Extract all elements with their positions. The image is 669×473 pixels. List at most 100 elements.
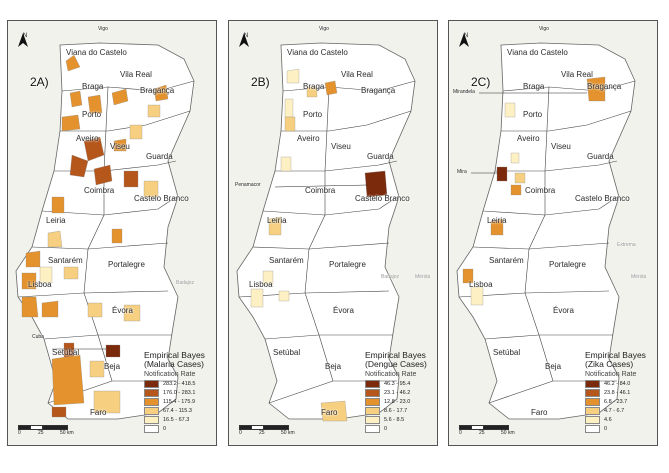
scale-tick: 25 — [479, 430, 485, 436]
legend-swatch — [365, 416, 380, 425]
basemap-label-vigo: Vigo — [539, 26, 549, 32]
map-canvas — [236, 42, 416, 422]
legend-row: 6.8 - 23.7 — [585, 398, 655, 407]
district-label-braga: Braga — [82, 82, 104, 91]
district-label-braganca: Bragança — [140, 86, 175, 95]
district-label-santarem: Santarém — [269, 256, 304, 265]
district-label-santarem: Santarém — [48, 256, 83, 265]
legend-swatch — [585, 425, 600, 434]
district-label-viseu: Viseu — [110, 142, 130, 151]
scale-tick: 25 — [259, 430, 265, 436]
district-label-vila-real: Vila Real — [120, 70, 152, 79]
legend: Empirical Bayes (Zika Cases) Notificatio… — [585, 351, 655, 434]
portugal-outline — [15, 42, 195, 420]
legend-title-line-1: Empirical Bayes — [365, 350, 426, 360]
scale-tick: 50 km — [281, 430, 295, 436]
district-label-viana: Viana do Castelo — [66, 48, 127, 57]
district-label-faro: Faro — [531, 408, 548, 417]
map-panel-2b: N 2B) Vigo Viana do Castelo Vila Real Br… — [228, 20, 438, 446]
choropleth-areas — [250, 68, 388, 422]
basemap-label-vigo: Vigo — [98, 26, 108, 32]
district-label-castelo-branco: Castelo Branco — [575, 194, 630, 203]
legend-row: 8.6 - 17.7 — [365, 407, 435, 416]
legend-swatch — [585, 380, 600, 389]
basemap-label-extrema: Extrema — [617, 242, 636, 248]
legend-title-line-1: Empirical Bayes — [144, 350, 205, 360]
panel-label: 2C) — [471, 75, 491, 89]
legend-row: 115.4 - 175.9 — [144, 398, 214, 407]
district-label-viseu: Viseu — [551, 142, 571, 151]
scale-tick: 25 — [38, 430, 44, 436]
legend-title-line-2: (Dengue Cases) — [365, 358, 427, 369]
scale-bar-segment — [263, 425, 289, 430]
scale-tick: 0 — [239, 430, 242, 436]
legend-swatch — [144, 407, 159, 416]
legend-swatch — [144, 389, 159, 398]
basemap-label-merida: Mérida — [631, 274, 647, 280]
legend-subtitle: Notification Rate — [144, 370, 196, 378]
basemap-label-vigo: Vigo — [319, 26, 329, 32]
scale-tick: 0 — [18, 430, 21, 436]
legend-subtitle: Notification Rate — [585, 370, 637, 378]
district-label-setubal: Setúbal — [493, 348, 521, 357]
portugal-outline — [236, 42, 416, 420]
district-label-aveiro: Aveiro — [76, 134, 99, 143]
callout-line — [274, 184, 368, 188]
map-canvas — [456, 42, 636, 420]
panel-label: 2A) — [30, 75, 49, 89]
north-arrow-icon — [459, 33, 469, 47]
legend-title-line-2: (Zika Cases) — [585, 358, 634, 369]
district-label-castelo-branco: Castelo Branco — [134, 194, 189, 203]
district-label-coimbra: Coimbra — [84, 186, 115, 195]
district-label-viana: Viana do Castelo — [287, 48, 348, 57]
choropleth-areas — [462, 76, 606, 306]
district-label-leiria: Leiria — [46, 216, 66, 225]
district-label-coimbra: Coimbra — [305, 186, 336, 195]
district-label-vila-real: Vila Real — [341, 70, 373, 79]
district-label-beja: Beja — [545, 362, 562, 371]
district-label-santarem: Santarém — [489, 256, 524, 265]
district-label-evora: Évora — [553, 306, 574, 315]
legend-row: 0 — [585, 425, 655, 434]
district-label-porto: Porto — [82, 110, 102, 119]
legend-row: 46.3 - 95.4 — [365, 380, 435, 389]
district-label-setubal: Setúbal — [52, 348, 80, 357]
legend-swatch — [585, 416, 600, 425]
legend-swatch — [365, 389, 380, 398]
scale-bar-segment — [42, 425, 68, 430]
basemap-label-badajoz: Badajoz — [381, 274, 400, 280]
district-label-coimbra: Coimbra — [525, 186, 556, 195]
legend-row: 23.8 - 46.1 — [585, 389, 655, 398]
district-label-porto: Porto — [523, 110, 543, 119]
legend-swatch — [144, 398, 159, 407]
district-label-portalegre: Portalegre — [549, 260, 586, 269]
legend-swatch — [585, 407, 600, 416]
district-label-viana: Viana do Castelo — [507, 48, 568, 57]
legend: Empirical Bayes (Malaria Cases) Notifica… — [144, 351, 214, 434]
district-label-beja: Beja — [325, 362, 342, 371]
legend-swatch — [144, 380, 159, 389]
district-label-leiria: Leiria — [487, 216, 507, 225]
district-label-setubal: Setúbal — [273, 348, 301, 357]
legend-row: 0 — [365, 425, 435, 434]
legend-swatch — [144, 425, 159, 434]
basemap-label-badajoz: Badajoz — [176, 280, 195, 286]
basemap-label-merida: Mérida — [415, 274, 431, 280]
legend-row: 176.0 - 283.1 — [144, 389, 214, 398]
north-arrow: N — [459, 33, 473, 47]
district-label-castelo-branco: Castelo Branco — [355, 194, 410, 203]
map-panel-2c: N 2C) Vigo Viana do Castelo Vila Real Br… — [448, 20, 658, 446]
legend-swatch — [365, 425, 380, 434]
map-panel-2a: N 2A) Vigo Viana do Castelo Vila Real Br… — [7, 20, 217, 446]
legend-row: 67.4 - 115.3 — [144, 407, 214, 416]
legend-row: 4.6 — [585, 416, 655, 425]
callout-mira: Mira — [457, 169, 467, 175]
district-label-guarda: Guarda — [367, 152, 394, 161]
district-label-leiria: Leiria — [267, 216, 287, 225]
district-label-lisboa: Lisboa — [28, 280, 52, 289]
district-label-lisboa: Lisboa — [469, 280, 493, 289]
legend-swatch — [365, 407, 380, 416]
legend-swatch — [585, 398, 600, 407]
scale-bar: 0 25 50 km — [18, 425, 78, 437]
legend-swatch — [365, 380, 380, 389]
